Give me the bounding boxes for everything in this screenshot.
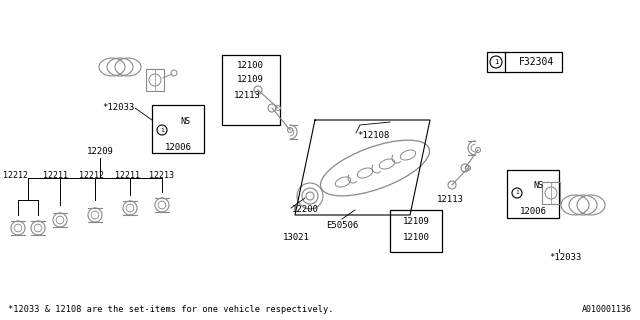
Text: 12213: 12213 [150, 171, 175, 180]
Bar [390, 210, 442, 252]
Text: *12033 & 12108 are the set-items for one vehicle respectively.: *12033 & 12108 are the set-items for one… [8, 306, 333, 315]
Text: 1: 1 [515, 190, 519, 196]
Text: 12113: 12113 [234, 91, 260, 100]
Text: E50506: E50506 [326, 220, 358, 229]
Text: NS: NS [180, 117, 190, 126]
Bar [146, 69, 164, 91]
Bar [542, 182, 560, 204]
Bar [222, 55, 280, 125]
Text: *12033: *12033 [102, 103, 134, 113]
Text: *12108: *12108 [357, 131, 389, 140]
Text: 13021: 13021 [283, 234, 309, 243]
Bar [152, 105, 204, 153]
Text: A010001136: A010001136 [582, 306, 632, 315]
Text: 1: 1 [160, 127, 164, 132]
Text: 12100: 12100 [237, 60, 264, 69]
Text: 12211: 12211 [42, 171, 67, 180]
Bar [487, 52, 562, 72]
Text: 12209: 12209 [86, 148, 113, 156]
Text: 12212: 12212 [3, 171, 28, 180]
Text: 12006: 12006 [164, 143, 191, 153]
Text: 12109: 12109 [237, 76, 264, 84]
Text: NS: NS [533, 180, 543, 189]
Text: *12033: *12033 [549, 253, 581, 262]
Text: 12006: 12006 [520, 207, 547, 217]
Text: 12100: 12100 [403, 234, 429, 243]
Text: 12200: 12200 [292, 205, 319, 214]
Text: 12113: 12113 [436, 196, 463, 204]
Text: F32304: F32304 [518, 57, 554, 67]
Text: 12212: 12212 [79, 171, 104, 180]
Text: 12211: 12211 [115, 171, 141, 180]
Text: 12109: 12109 [403, 218, 429, 227]
Text: 1: 1 [493, 59, 499, 65]
Bar [507, 170, 559, 218]
